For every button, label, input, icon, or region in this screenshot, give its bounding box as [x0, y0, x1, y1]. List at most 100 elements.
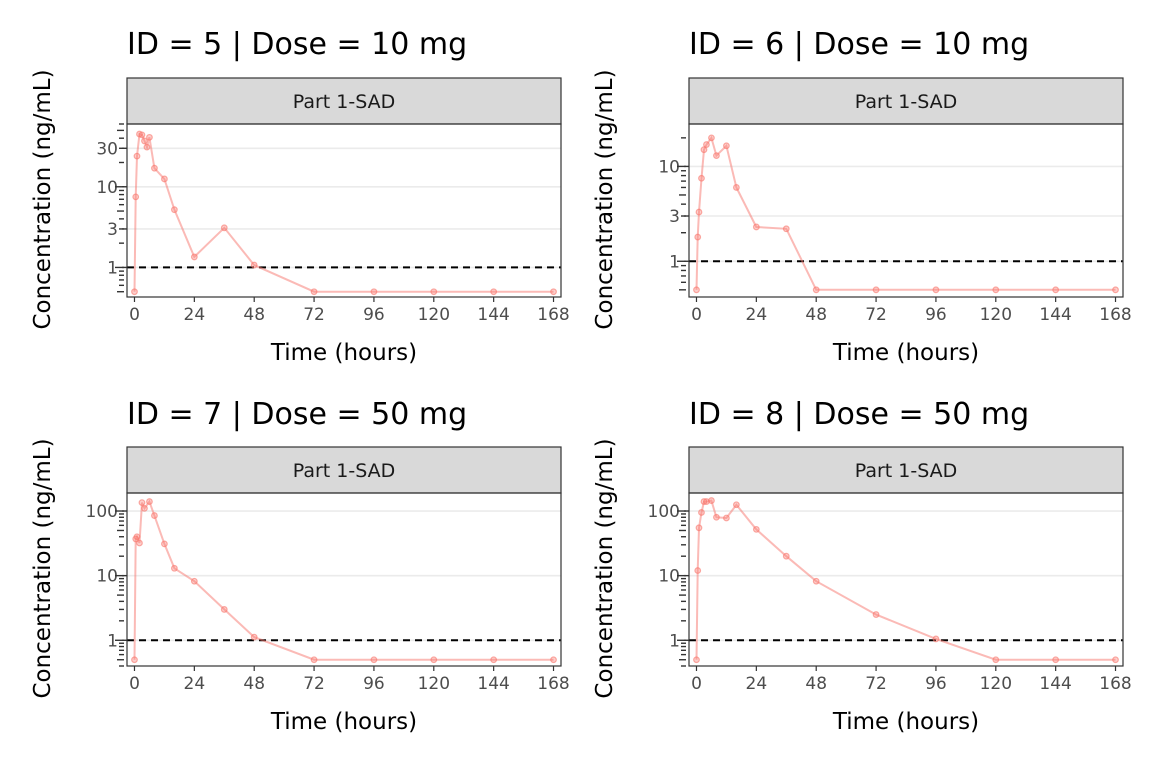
y-tick-label: 10 [96, 567, 118, 587]
data-point [812, 286, 820, 294]
data-point [1052, 656, 1060, 664]
data-point [190, 577, 198, 585]
facet-strip-label: Part 1-SAD [293, 460, 396, 482]
data-point [170, 564, 178, 572]
data-point [250, 261, 258, 269]
data-point [430, 288, 438, 296]
data-point [133, 152, 141, 160]
y-tick-label: 1 [669, 252, 680, 272]
data-point [133, 533, 141, 541]
y-tick-label: 100 [648, 502, 680, 522]
data-point [220, 606, 228, 613]
facet-strip [126, 77, 562, 125]
x-tick-label: 48 [243, 674, 265, 694]
data-point [932, 635, 940, 643]
x-tick-label: 144 [1039, 305, 1071, 325]
x-tick-label: 120 [980, 674, 1012, 694]
chart-panel-2: ID = 6 | Dose = 10 mg Part 1-SAD 0 24 48 72 96… [592, 27, 1132, 366]
data-point [550, 288, 557, 296]
x-tick-label: 72 [865, 674, 887, 694]
x-tick-label: 24 [184, 305, 206, 325]
data-point [1052, 286, 1060, 294]
data-point [131, 288, 138, 296]
data-point [131, 656, 138, 664]
x-tick-label: 144 [477, 305, 509, 325]
data-point [141, 137, 148, 145]
data-point [695, 208, 703, 216]
facet-strip-label: Part 1-SAD [855, 460, 958, 482]
y-tick-label: 1 [669, 631, 680, 651]
x-tick-label: 96 [925, 674, 947, 694]
data-point [698, 509, 705, 516]
data-point [1112, 656, 1119, 664]
facet-strip-label: Part 1-SAD [293, 91, 396, 113]
x-tick-label: 72 [303, 674, 325, 694]
data-point [695, 524, 703, 532]
series-line [133, 499, 554, 661]
series-line [695, 499, 1116, 661]
data-point [732, 501, 740, 509]
data-point [752, 223, 760, 231]
x-tick-label: 24 [746, 674, 768, 694]
chart-panel-3: ID = 7 | Dose = 50 mg Part 1-SAD 0 24 48 72 96… [30, 397, 570, 735]
x-tick-label: 168 [537, 674, 569, 694]
data-point [752, 525, 760, 533]
x-tick-label: 168 [537, 305, 569, 325]
data-point [370, 288, 378, 296]
y-tick-label: 3 [107, 220, 118, 240]
x-tick-label: 72 [303, 305, 325, 325]
y-tick-label: 100 [86, 502, 118, 522]
x-tick-label: 48 [243, 305, 265, 325]
chart-panel-4: ID = 8 | Dose = 50 mg Part 1-SAD 0 24 48 72 96… [592, 397, 1132, 735]
data-point [782, 225, 790, 233]
data-point [370, 656, 378, 664]
facet-strip [688, 77, 1124, 125]
panel-border [126, 492, 562, 667]
data-point [170, 206, 178, 214]
data-point [430, 656, 438, 664]
data-point [723, 514, 730, 522]
data-point [782, 552, 790, 560]
y-tick-label: 30 [96, 139, 118, 159]
data-point [1112, 286, 1119, 294]
data-point [708, 497, 715, 504]
data-point [992, 656, 1000, 664]
data-point [146, 498, 153, 505]
x-axis-title: Time (hours) [832, 340, 979, 366]
data-point [151, 512, 158, 519]
data-point [694, 233, 702, 241]
data-point [694, 567, 702, 574]
panel-border [688, 123, 1124, 298]
x-tick-label: 24 [184, 674, 206, 694]
data-point [161, 540, 168, 548]
data-point [143, 143, 151, 151]
data-point [812, 577, 820, 585]
data-point [723, 142, 730, 150]
data-point [310, 656, 318, 664]
y-axis-title: Concentration (ng/mL) [592, 69, 618, 329]
x-tick-label: 120 [418, 305, 450, 325]
x-tick-label: 144 [477, 674, 509, 694]
data-point [713, 152, 720, 160]
data-point [132, 193, 140, 201]
data-point [250, 633, 258, 641]
x-tick-label: 144 [1039, 674, 1071, 694]
data-point [141, 504, 148, 512]
y-tick-label: 1 [107, 258, 118, 278]
y-axis-title: Concentration (ng/mL) [30, 69, 56, 329]
panel-title: ID = 5 | Dose = 10 mg [127, 27, 467, 62]
data-point [138, 499, 146, 506]
x-axis-title: Time (hours) [270, 340, 417, 366]
panel-border [688, 492, 1124, 667]
x-axis-title: Time (hours) [832, 709, 979, 735]
data-point [708, 134, 715, 142]
data-point [700, 146, 708, 154]
data-point [310, 288, 318, 296]
data-point [490, 288, 498, 296]
y-axis-title: Concentration (ng/mL) [592, 438, 618, 698]
x-tick-label: 120 [980, 305, 1012, 325]
x-tick-label: 168 [1099, 674, 1131, 694]
data-point [693, 286, 700, 294]
data-point [693, 656, 700, 664]
